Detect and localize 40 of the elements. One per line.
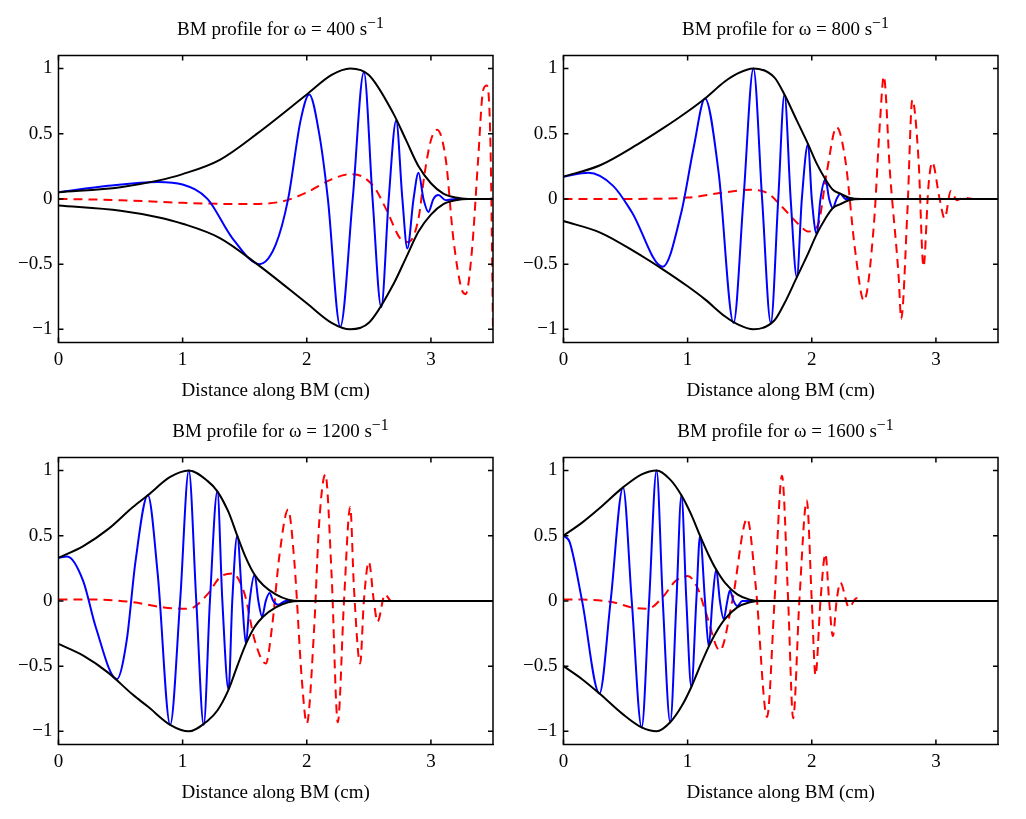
x-axis-title: Distance along BM (cm): [181, 780, 370, 803]
x-tick-label: 1: [177, 347, 188, 369]
x-axis-title: Distance along BM (cm): [686, 780, 875, 803]
y-tick-label: 0: [547, 186, 558, 208]
y-tick-label: −0.5: [523, 252, 558, 274]
y-tick-label: 0.5: [533, 121, 558, 143]
x-tick-label: 3: [426, 749, 436, 771]
chart-title: BM profile for ω = 1600 s$^{−1}$: [676, 415, 895, 442]
x-axis-title: Distance along BM (cm): [181, 378, 370, 401]
x-tick-label: 2: [807, 749, 817, 771]
y-tick-label: 1: [547, 56, 558, 78]
x-tick-label: 2: [302, 347, 312, 369]
y-tick-label: −1: [32, 317, 53, 339]
y-tick-label: 0.5: [533, 523, 558, 545]
y-tick-label: 0.5: [28, 121, 53, 143]
x-tick-label: 2: [302, 749, 312, 771]
y-tick-label: −0.5: [18, 252, 53, 274]
x-tick-label: 1: [682, 347, 693, 369]
y-tick-label: −0.5: [18, 654, 53, 676]
x-axis-title: Distance along BM (cm): [686, 378, 875, 401]
x-tick-label: 1: [682, 749, 693, 771]
chart-title: BM profile for ω = 400 s$^{−1}$: [176, 13, 385, 40]
y-tick-label: −1: [32, 719, 53, 741]
y-tick-label: −1: [537, 317, 558, 339]
y-tick-label: 0.5: [28, 523, 53, 545]
y-tick-label: 1: [42, 458, 53, 480]
y-tick-label: 0: [42, 186, 53, 208]
y-tick-label: 0: [42, 588, 53, 610]
x-tick-label: 3: [931, 749, 941, 771]
y-tick-label: −0.5: [523, 654, 558, 676]
x-tick-label: 3: [426, 347, 436, 369]
x-tick-label: 1: [177, 749, 188, 771]
y-tick-label: 1: [547, 458, 558, 480]
x-tick-label: 3: [931, 347, 941, 369]
chart-title: BM profile for ω = 1200 s$^{−1}$: [171, 415, 390, 442]
chart-title: BM profile for ω = 800 s$^{−1}$: [681, 13, 890, 40]
y-tick-label: 1: [42, 56, 53, 78]
x-tick-label: 2: [807, 347, 817, 369]
y-tick-label: 0: [547, 588, 558, 610]
y-tick-label: −1: [537, 719, 558, 741]
